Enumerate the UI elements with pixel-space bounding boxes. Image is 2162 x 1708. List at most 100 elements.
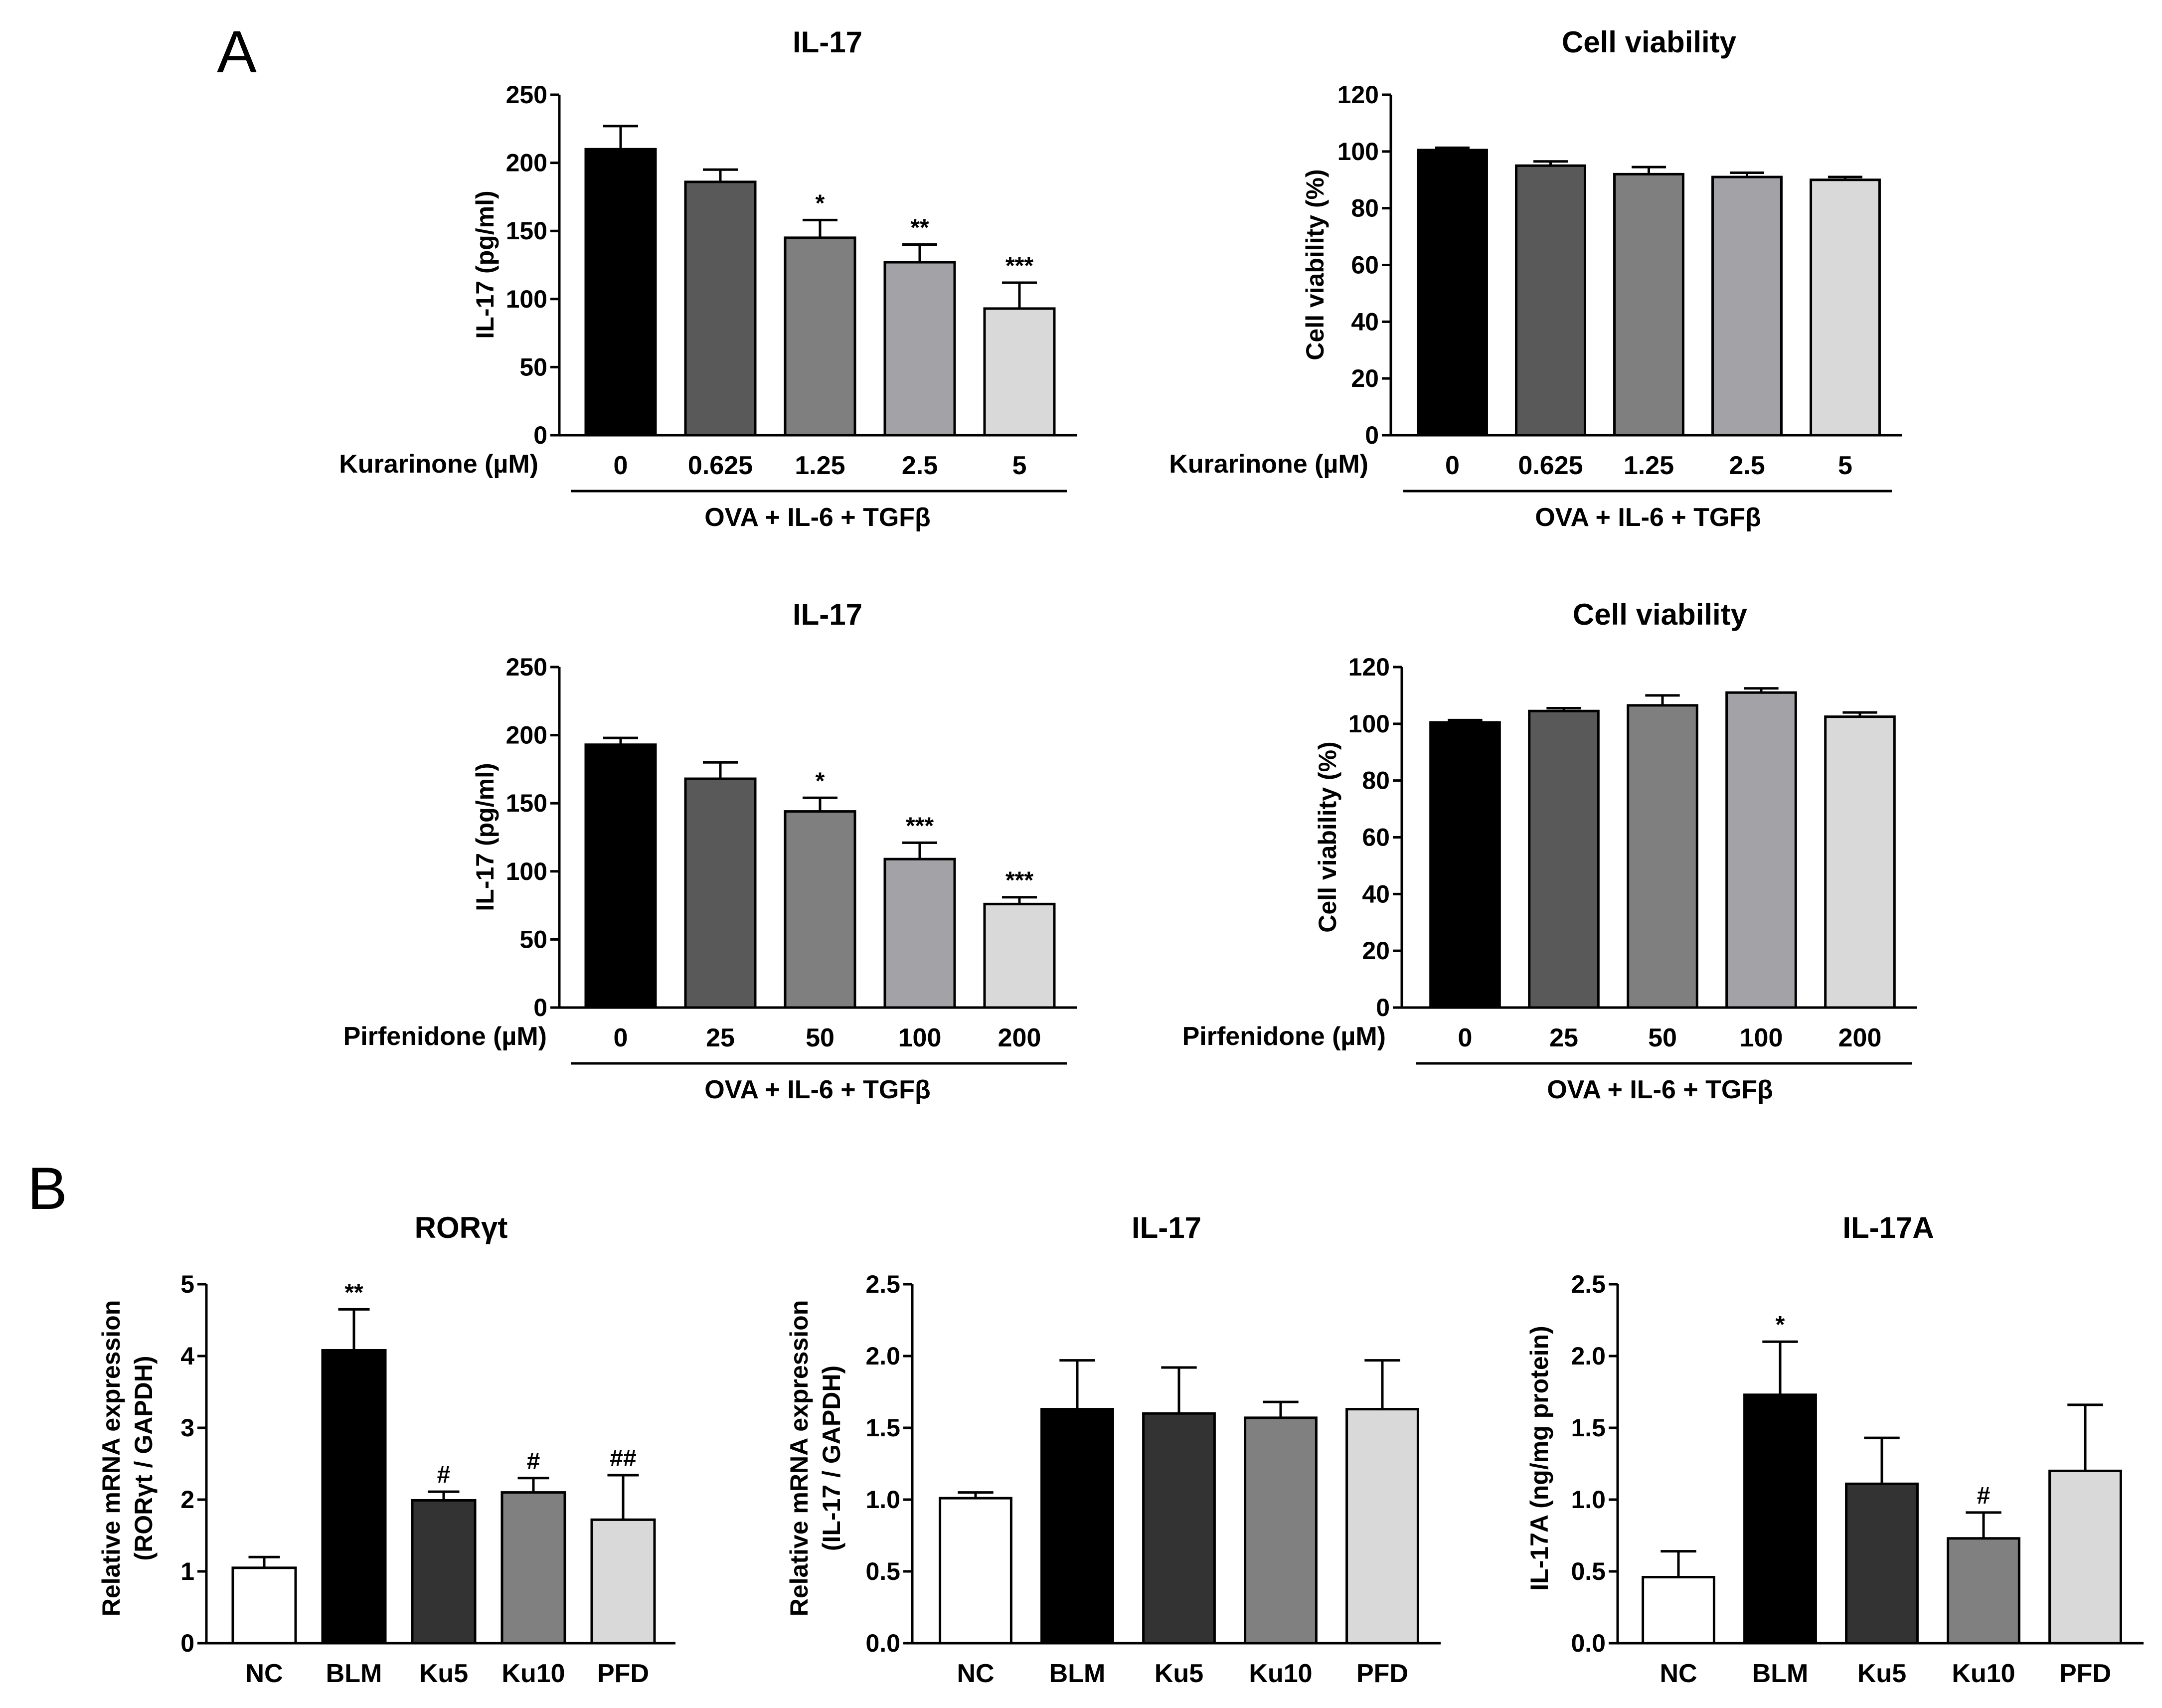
bar [411, 1499, 477, 1645]
significance-label: ** [344, 1279, 363, 1306]
bar [1810, 178, 1881, 437]
chart-title: IL-17 [793, 25, 862, 59]
x-tick-label: NC [1660, 1659, 1697, 1688]
x-tick-label: NC [957, 1659, 994, 1688]
bar [590, 1518, 656, 1645]
y-tick-label: 2 [180, 1486, 194, 1514]
chart-title: IL-17 [793, 598, 862, 631]
bar [1142, 1412, 1216, 1645]
y-tick-label: 60 [1362, 824, 1390, 852]
y-tick-label: 100 [1337, 138, 1379, 166]
y-tick-label: 0.0 [1571, 1629, 1606, 1657]
chart-title: RORγt [415, 1211, 508, 1244]
y-tick-label: 200 [506, 721, 547, 749]
chart-1: IL-17 IL-17 (pg/ml) 0 50 100 150 200 250 0 0.625 *… [339, 25, 1077, 532]
significance-label: *** [1005, 867, 1033, 894]
y-tick-label: 100 [506, 285, 547, 313]
y-tick-label: 100 [506, 857, 547, 885]
y-tick-label: 1.0 [865, 1486, 900, 1514]
y-tick-label: 80 [1362, 767, 1390, 795]
y-tick-label: 100 [1348, 710, 1390, 738]
y-tick-label: 150 [506, 217, 547, 245]
x-tick-label: 0.625 [1518, 451, 1583, 480]
bar [1711, 175, 1783, 437]
x-tick-label: 50 [806, 1024, 834, 1052]
y-tick-label: 60 [1351, 251, 1379, 279]
y-axis-label: IL-17 (pg/ml) [471, 763, 499, 911]
y-tick-label: 0 [533, 994, 547, 1022]
chart-4: Cell viability Cell viability (%) 0 20 40 60 8… [1182, 598, 1917, 1104]
y-tick-label: 5 [180, 1270, 194, 1298]
x-tick-label: 0 [614, 1024, 628, 1052]
y-tick-label: 1 [180, 1557, 194, 1585]
bar [2048, 1469, 2122, 1645]
group-label: OVA + IL-6 + TGFβ [1535, 503, 1761, 532]
y-axis-label: IL-17A (ng/mg protein) [1525, 1326, 1553, 1590]
y-tick-label: 20 [1362, 937, 1390, 965]
significance-label: *** [906, 813, 934, 839]
y-tick-label: 1.5 [1571, 1414, 1606, 1442]
bar [1824, 715, 1896, 1009]
bar [231, 1566, 297, 1645]
bar [321, 1349, 387, 1645]
bar [1515, 164, 1586, 437]
bar [684, 180, 757, 437]
x-tick-label: 100 [898, 1024, 942, 1052]
x-axis-label: Pirfenidone (µM) [343, 1022, 547, 1051]
y-tick-label: 2.0 [865, 1342, 900, 1370]
x-tick-label: 0 [1445, 451, 1460, 480]
significance-label: ## [610, 1445, 636, 1472]
y-tick-label: 50 [519, 925, 547, 953]
y-tick-label: 250 [506, 81, 547, 109]
x-tick-label: 2.5 [902, 451, 938, 480]
significance-label: # [437, 1462, 451, 1488]
y-tick-label: 1.0 [1571, 1486, 1606, 1514]
y-axis-label: Cell viability (%) [1301, 169, 1329, 360]
y-axis-label: Relative mRNA expression [785, 1300, 813, 1617]
x-tick-label: 50 [1648, 1024, 1677, 1052]
y-tick-label: 2.0 [1571, 1342, 1606, 1370]
y-tick-label: 3 [180, 1414, 194, 1442]
y-tick-label: 250 [506, 653, 547, 681]
x-tick-label: Ku10 [1249, 1659, 1312, 1688]
x-tick-label: 1.25 [1624, 451, 1674, 480]
chart-3: IL-17 IL-17 (pg/ml) 0 50 100 150 200 250 0 25 * 50 *… [343, 598, 1077, 1104]
significance-label: * [816, 190, 825, 216]
y-tick-label: 80 [1351, 194, 1379, 222]
x-tick-label: BLM [1752, 1659, 1809, 1688]
x-axis-label: Kurarinone (µM) [1169, 450, 1368, 479]
bar [939, 1497, 1012, 1645]
x-tick-label: Ku10 [1952, 1659, 2015, 1688]
bar [983, 902, 1056, 1009]
x-axis-label: Kurarinone (µM) [339, 450, 538, 479]
y-tick-label: 40 [1351, 308, 1379, 336]
y-tick-label: 40 [1362, 880, 1390, 908]
y-tick-label: 1.5 [865, 1414, 900, 1442]
x-tick-label: PFD [597, 1659, 649, 1688]
chart-7: IL-17A IL-17A (ng/mg protein) 0.0 0.5 1.0 1.5… [1525, 1211, 2144, 1688]
bar [1345, 1408, 1419, 1645]
bar [1613, 172, 1684, 437]
y-tick-label: 50 [519, 353, 547, 381]
y-tick-label: 0 [1376, 994, 1390, 1022]
panel-label-a: A [217, 18, 257, 85]
bar [584, 743, 657, 1009]
x-tick-label: 0.625 [688, 451, 753, 480]
bar [883, 261, 956, 437]
x-axis-label: Pirfenidone (µM) [1182, 1022, 1386, 1051]
chart-title: Cell viability [1573, 598, 1748, 631]
y-tick-label: 0.0 [865, 1629, 900, 1657]
x-tick-label: PFD [1356, 1659, 1408, 1688]
bar [784, 236, 856, 437]
x-tick-label: 200 [998, 1024, 1041, 1052]
y-tick-label: 2.5 [865, 1270, 900, 1298]
x-tick-label: Ku5 [1857, 1659, 1906, 1688]
chart-6: IL-17 Relative mRNA expression (IL-17 / GA… [785, 1211, 1441, 1688]
y-tick-label: 0 [533, 421, 547, 449]
y-tick-label: 2.5 [1571, 1270, 1606, 1298]
y-tick-label: 150 [506, 789, 547, 817]
x-tick-label: BLM [326, 1659, 382, 1688]
chart-5: RORγt Relative mRNA expression (RORγt / GA… [97, 1211, 675, 1688]
significance-label: * [816, 768, 825, 794]
